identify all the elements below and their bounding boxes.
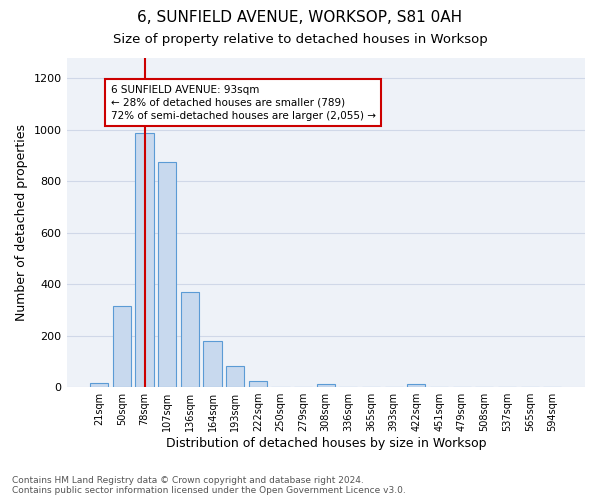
Bar xyxy=(113,306,131,387)
Text: Size of property relative to detached houses in Worksop: Size of property relative to detached ho… xyxy=(113,32,487,46)
Y-axis label: Number of detached properties: Number of detached properties xyxy=(15,124,28,321)
Bar xyxy=(317,384,335,387)
Text: 6 SUNFIELD AVENUE: 93sqm
← 28% of detached houses are smaller (789)
72% of semi-: 6 SUNFIELD AVENUE: 93sqm ← 28% of detach… xyxy=(110,84,376,121)
Bar xyxy=(407,384,425,387)
Bar xyxy=(136,134,154,387)
X-axis label: Distribution of detached houses by size in Worksop: Distribution of detached houses by size … xyxy=(166,437,486,450)
Bar xyxy=(249,380,267,387)
Bar xyxy=(90,383,108,387)
Bar xyxy=(203,342,221,387)
Bar xyxy=(226,366,244,387)
Text: 6, SUNFIELD AVENUE, WORKSOP, S81 0AH: 6, SUNFIELD AVENUE, WORKSOP, S81 0AH xyxy=(137,10,463,25)
Text: Contains HM Land Registry data © Crown copyright and database right 2024.
Contai: Contains HM Land Registry data © Crown c… xyxy=(12,476,406,495)
Bar xyxy=(158,162,176,387)
Bar xyxy=(181,292,199,387)
